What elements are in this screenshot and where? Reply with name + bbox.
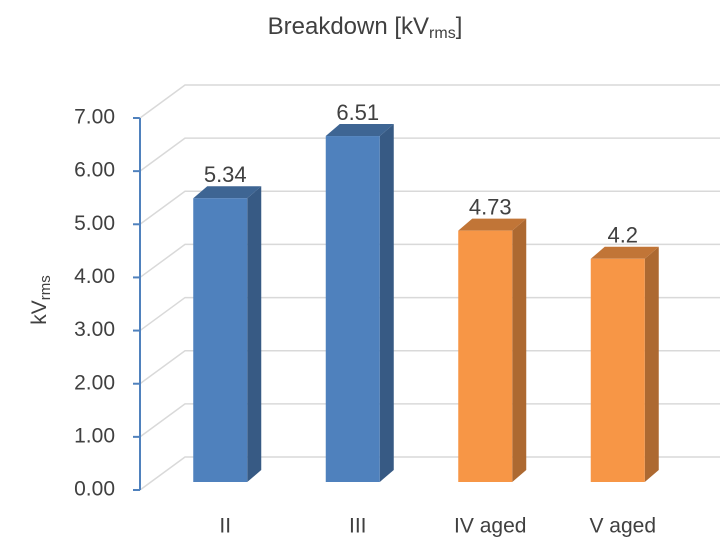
bar [325, 136, 380, 483]
y-tick-label: 0.00 [74, 478, 115, 501]
ylabel-sub: rms [37, 275, 54, 300]
y-tick-label: 6.00 [74, 159, 115, 182]
y-tick-label: 2.00 [74, 371, 115, 394]
grid-line [139, 296, 720, 332]
grid-line [139, 456, 720, 491]
bar [193, 198, 248, 482]
value-label: 5.34 [204, 162, 247, 187]
value-label: 4.2 [607, 223, 638, 248]
bar-side [644, 246, 659, 482]
x-tick-label: V aged [589, 515, 656, 538]
grid-line [139, 190, 720, 225]
bar-top [193, 186, 262, 199]
bar-top [590, 246, 659, 259]
value-label: 4.73 [469, 194, 512, 219]
grid-line [139, 137, 720, 172]
y-tick-label: 1.00 [74, 424, 115, 447]
grid-line [139, 349, 720, 385]
title-main: Breakdown [kV [268, 13, 429, 40]
y-tick-label: 3.00 [74, 318, 115, 341]
bar [458, 230, 513, 482]
value-label: 6.51 [336, 100, 379, 125]
x-tick-label: IV aged [454, 515, 526, 538]
grid-line [139, 84, 720, 119]
bar [590, 258, 645, 482]
y-axis-label: kVrms [28, 275, 54, 325]
bar-side [379, 124, 394, 482]
title-end: ] [456, 13, 463, 40]
bar-top [325, 124, 394, 137]
bar-top [458, 218, 527, 231]
y-tick-label: 4.00 [74, 265, 115, 288]
grid-line [139, 243, 720, 279]
title-sub: rms [429, 25, 456, 42]
grid-line [139, 403, 720, 438]
x-tick-label: II [219, 515, 231, 538]
bar-side [247, 186, 262, 482]
x-tick-label: III [349, 515, 367, 538]
y-tick-label: 7.00 [74, 106, 115, 129]
y-tick-label: 5.00 [74, 212, 115, 235]
bar-side [512, 218, 527, 483]
ylabel-main: kV [28, 300, 51, 325]
chart-title: Breakdown [kVrms] [268, 13, 463, 42]
